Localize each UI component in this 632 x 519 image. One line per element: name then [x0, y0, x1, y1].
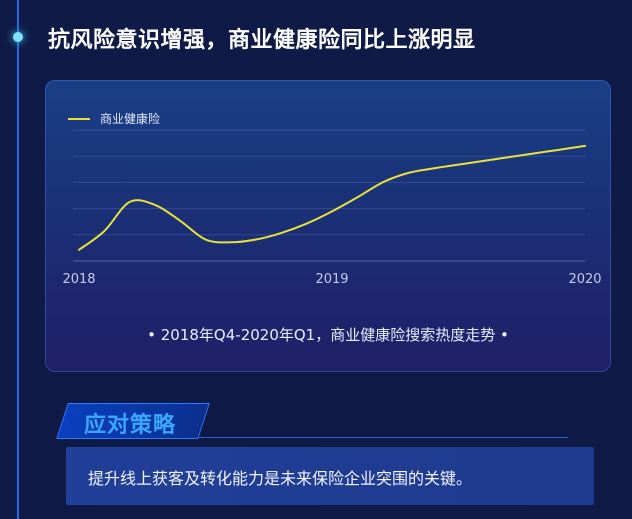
legend-swatch: [68, 118, 90, 120]
chart-card: 2018 2019 2020 商业健康险 • 2018年Q4-2020年Q1，商业健…: [45, 80, 611, 372]
chart-caption: • 2018年Q4-2020年Q1，商业健康险搜索热度走势 •: [147, 326, 509, 344]
x-tick-label: 2019: [315, 272, 348, 287]
x-tick-label: 2018: [62, 272, 95, 287]
conclusion-text: 提升线上获客及转化能力是未来保险企业突围的关键。: [88, 469, 473, 488]
timeline-line: [17, 0, 19, 519]
line-chart: 2018 2019 2020: [62, 129, 602, 287]
section-divider: [198, 437, 568, 438]
legend-label: 商业健康险: [100, 112, 161, 126]
x-tick-label: 2020: [568, 272, 601, 287]
conclusion-box: 提升线上获客及转化能力是未来保险企业突围的关键。: [66, 447, 594, 505]
series-line: [78, 144, 586, 251]
strategy-heading: 应对策略: [56, 403, 210, 439]
timeline-dot: [13, 32, 23, 42]
page-title: 抗风险意识增强，商业健康险同比上涨明显: [48, 28, 476, 53]
strategy-heading-text: 应对策略: [84, 413, 177, 438]
